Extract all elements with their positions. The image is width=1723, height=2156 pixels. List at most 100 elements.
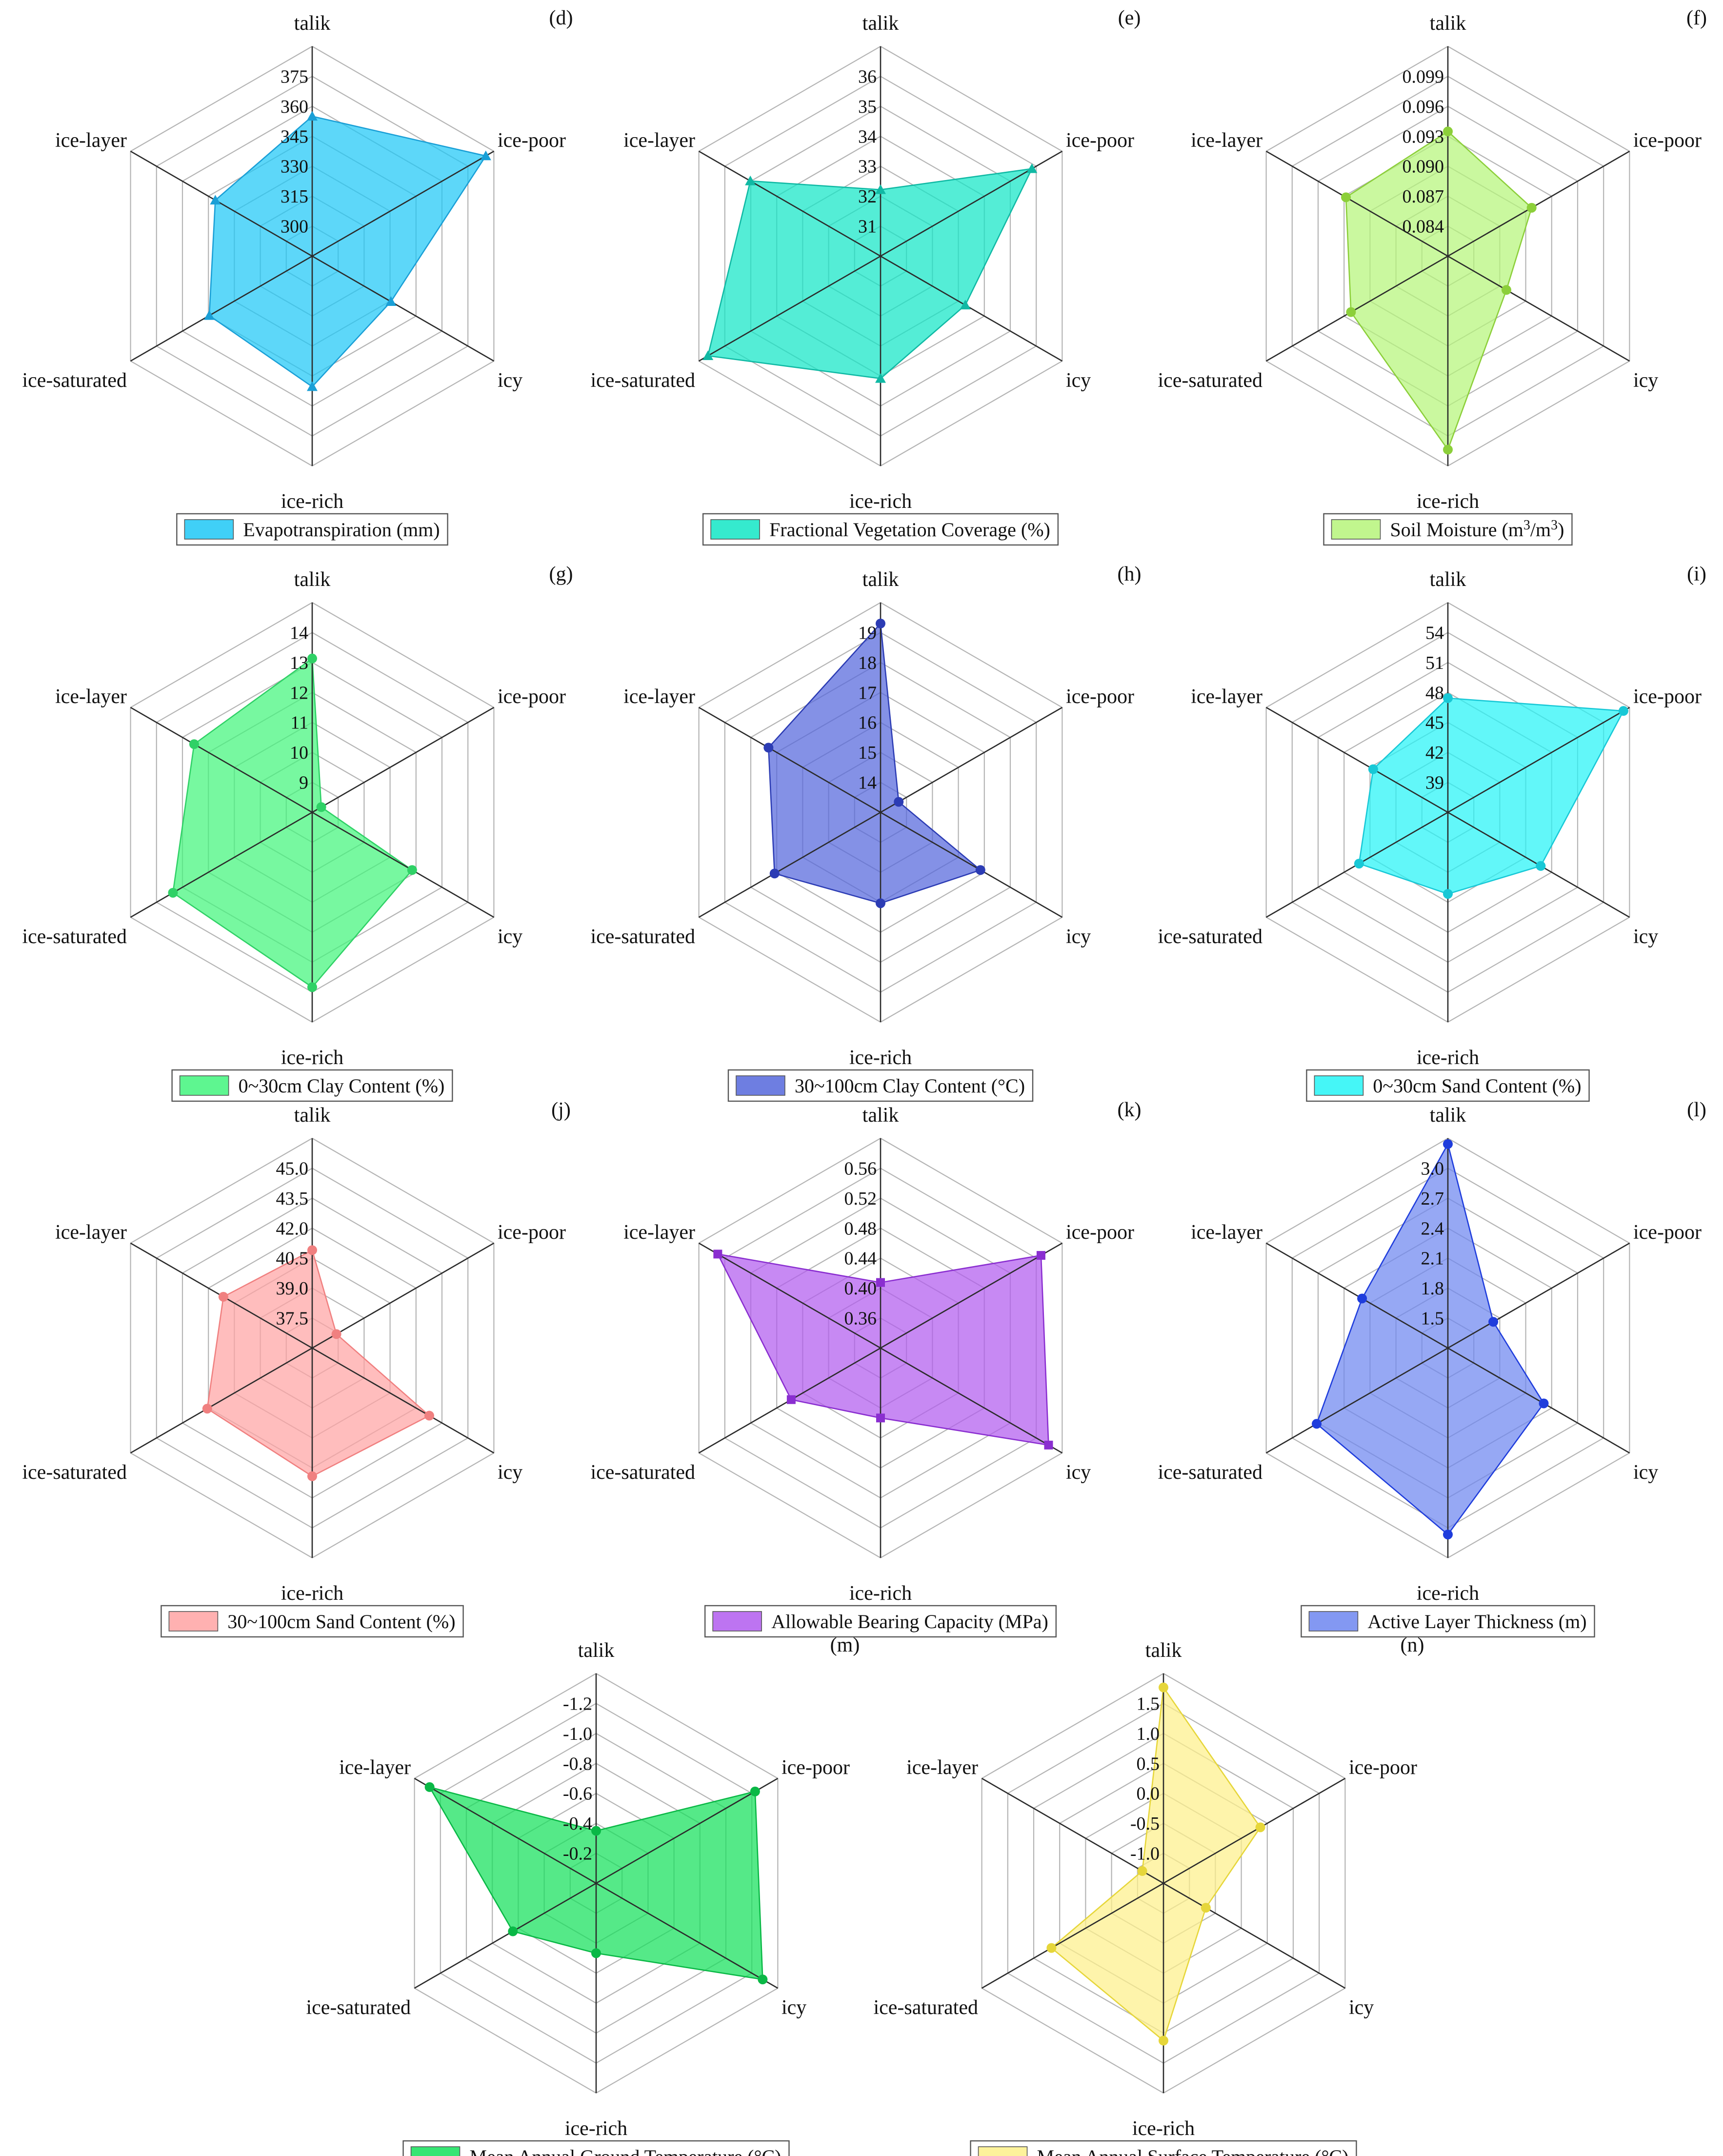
axis-label-ice-saturated: ice-saturated: [590, 1461, 695, 1484]
tick-label: 375: [280, 66, 308, 87]
data-point-ice-rich: [1443, 1530, 1453, 1540]
data-point-ice-rich: [591, 1948, 601, 1958]
data-point-icy: [385, 296, 397, 306]
axis-spoke-ice-layer: [1265, 150, 1448, 257]
axis-spoke-ice-layer: [981, 1777, 1164, 1884]
axis-label-ice-layer: ice-layer: [1191, 685, 1262, 708]
legend-swatch: [168, 1611, 219, 1632]
axis-label-talik: talik: [862, 12, 899, 35]
tick-label: 33: [858, 157, 877, 177]
radar-panel-g: 9 10 11 12 13 14 talik ice-poor icy ice-rich ice-s…: [22, 563, 573, 1102]
axis-spoke-ice-saturated: [130, 255, 313, 362]
tick-label: -1.2: [563, 1693, 592, 1714]
axis-spoke-ice-poor: [1447, 706, 1630, 813]
radar-panel-n: -1.0 -0.5 0.0 0.5 1.0 1.5 talik ice-poor icy ice-…: [873, 1634, 1424, 2156]
series-area: [172, 658, 413, 988]
data-point-ice-saturated: [702, 350, 714, 361]
data-point-ice-saturated: [168, 887, 178, 898]
series-area: [1358, 697, 1624, 895]
axis-label-ice-layer: ice-layer: [55, 129, 127, 152]
radar-panel-j: 37.5 39.0 40.5 42.0 43.5 45.0 talik ice-poor icy…: [22, 1099, 571, 1638]
axis-spoke-ice-layer: [698, 1242, 881, 1349]
axis-spoke-ice-saturated: [698, 811, 881, 918]
axis-spoke-ice-saturated: [1265, 1347, 1448, 1454]
tick-label: 14: [858, 773, 877, 793]
data-point-icy: [758, 1975, 768, 1985]
axis-spoke-ice-saturated: [414, 1882, 597, 1989]
radar-panel-e: 31 32 33 34 35 36 talik ice-poor icy ice-rich ice-…: [590, 7, 1141, 546]
legend-box: [702, 513, 1059, 546]
tick-label: 0.40: [844, 1278, 877, 1299]
data-point-ice-saturated: [769, 868, 780, 879]
axis-spoke-icy: [880, 255, 1063, 362]
data-point-ice-layer: [1341, 192, 1351, 202]
data-point-talik: [1443, 693, 1453, 703]
axis-label-talik: talik: [1430, 12, 1466, 35]
tick-label: -0.5: [1130, 1813, 1160, 1834]
radar-panel-h: 14 15 16 17 18 19 talik ice-poor icy ice-rich ice-…: [590, 563, 1141, 1102]
data-point-ice-rich: [875, 373, 886, 383]
data-point-ice-layer: [189, 739, 199, 749]
tick-label: 360: [280, 97, 308, 117]
axis-label-ice-poor: ice-poor: [1633, 129, 1702, 152]
data-point-talik: [876, 1278, 885, 1287]
data-point-ice-saturated: [1346, 307, 1356, 317]
tick-label: 0.5: [1137, 1753, 1160, 1774]
radar-panel-i: 39 42 45 48 51 54 talik ice-poor icy ice-rich ice-…: [1158, 563, 1706, 1102]
axis-spoke-icy: [596, 1882, 779, 1989]
data-point-ice-rich: [307, 982, 317, 992]
axis-label-ice-layer: ice-layer: [623, 129, 695, 152]
axis-label-ice-saturated: ice-saturated: [873, 1996, 978, 2019]
axis-label-ice-rich: ice-rich: [849, 1047, 912, 1069]
legend-swatch: [179, 1075, 229, 1096]
data-point-ice-layer: [424, 1782, 435, 1792]
tick-label: 9: [299, 773, 308, 793]
axis-label-icy: icy: [1066, 926, 1091, 948]
data-point-ice-rich: [307, 1471, 317, 1481]
legend-label: Allowable Bearing Capacity (MPa): [771, 1611, 1048, 1632]
data-point-icy: [1201, 1903, 1211, 1913]
legend: Fractional Vegetation Coverage (%): [702, 513, 1059, 546]
legend-swatch: [736, 1075, 785, 1096]
data-point-ice-rich: [1159, 2035, 1168, 2046]
axis-label-ice-saturated: ice-saturated: [22, 926, 127, 948]
data-point-talik: [307, 1245, 317, 1255]
axis-spoke-ice-layer: [1265, 706, 1448, 813]
panel-letter: (g): [549, 563, 573, 585]
tick-label: -0.4: [563, 1813, 592, 1834]
data-point-ice-saturated: [1046, 1943, 1057, 1953]
axis-label-icy: icy: [1066, 1461, 1091, 1484]
legend: 30~100cm Sand Content (%): [160, 1605, 464, 1638]
panel-letter: (n): [1401, 1634, 1424, 1656]
data-point-ice-rich: [876, 1413, 885, 1423]
series-area: [206, 1249, 430, 1477]
axis-label-ice-saturated: ice-saturated: [1158, 1461, 1262, 1484]
data-point-icy: [1501, 285, 1511, 295]
tick-label: 1.5: [1421, 1309, 1444, 1329]
axis-label-ice-rich: ice-rich: [281, 1047, 343, 1069]
axis-label-ice-poor: ice-poor: [498, 685, 566, 708]
tick-label: 51: [1425, 653, 1444, 673]
axis-label-ice-saturated: ice-saturated: [590, 926, 695, 948]
data-point-ice-poor: [1526, 202, 1537, 213]
legend: Evapotranspiration (mm): [176, 513, 448, 546]
legend: 0~30cm Clay Content (%): [171, 1069, 453, 1102]
axis-label-talik: talik: [1430, 1104, 1466, 1127]
axis-label-icy: icy: [781, 1996, 806, 2019]
tick-label: -0.8: [563, 1753, 592, 1774]
legend-swatch: [978, 2146, 1028, 2156]
axis-spoke-ice-poor: [880, 706, 1063, 813]
tick-label: 2.4: [1421, 1218, 1444, 1239]
tick-label: 2.7: [1421, 1189, 1444, 1209]
data-point-ice-saturated: [203, 310, 215, 320]
data-point-talik: [307, 653, 317, 664]
data-point-ice-layer: [745, 175, 756, 185]
axis-label-ice-poor: ice-poor: [781, 1756, 850, 1779]
axis-label-ice-rich: ice-rich: [281, 490, 343, 513]
legend-label: Mean Annual Ground Temperature (°C): [470, 2146, 781, 2156]
tick-label: 15: [858, 743, 877, 763]
legend-box: [704, 1605, 1057, 1638]
tick-label: -1.0: [1130, 1844, 1160, 1864]
legend: Mean Annual Ground Temperature (°C): [402, 2140, 790, 2156]
radar-panel-l: 1.5 1.8 2.1 2.4 2.7 3.0 talik ice-poor icy ice-ri…: [1158, 1099, 1706, 1638]
